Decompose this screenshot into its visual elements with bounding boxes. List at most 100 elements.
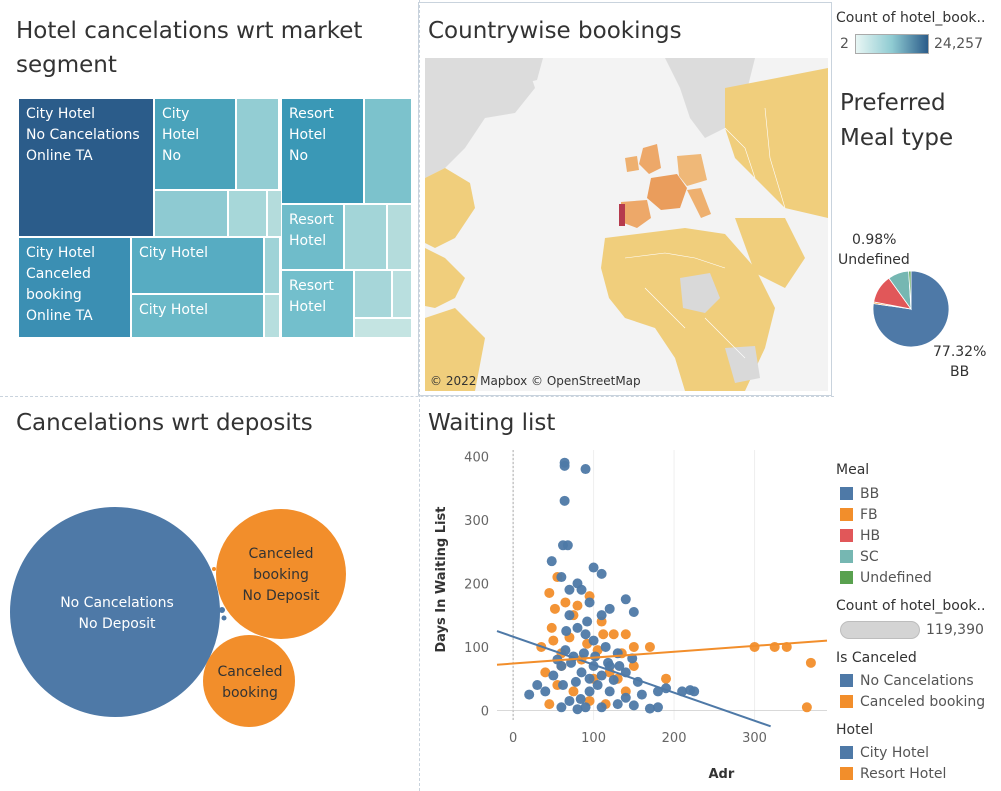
scatter-point: [590, 651, 601, 662]
deposit-bubble-chart: No Cancelations No Deposit Canceled book…: [10, 507, 346, 727]
treemap-cell[interactable]: Resort Hotel No: [281, 98, 364, 204]
legend-swatch: [840, 550, 853, 563]
france-land: [647, 174, 687, 210]
bubble-small: [221, 615, 227, 621]
scatter-point: [661, 673, 672, 684]
bubble-label: booking: [253, 567, 309, 583]
treemap-cell[interactable]: [354, 318, 412, 338]
treemap-cell[interactable]: City Hotel: [131, 294, 264, 338]
treemap-cell[interactable]: [387, 204, 412, 270]
scatter-point: [600, 641, 611, 652]
treemap-cell[interactable]: City Hotel Canceled booking Online TA: [18, 237, 131, 338]
pie-slice-undefined: [908, 270, 912, 310]
meal-legend-title: Meal: [836, 462, 870, 478]
portugal-land: [619, 204, 625, 226]
bubble-canceled-no-deposit[interactable]: [216, 509, 346, 639]
treemap-cell[interactable]: [344, 204, 387, 270]
north-america-land: [425, 58, 535, 178]
count-legend-size-bar: [840, 621, 920, 639]
scatter-point: [614, 661, 625, 671]
scatter-point: [580, 629, 591, 640]
scatter-point: [598, 629, 609, 640]
scatter-point: [628, 641, 639, 652]
meal-legend-item[interactable]: BB: [840, 484, 879, 504]
hotel-legend-item[interactable]: Resort Hotel: [840, 764, 946, 784]
map-legend-min: 2: [840, 36, 849, 52]
scatter-point: [544, 587, 555, 598]
bubble-label: No Deposit: [242, 588, 320, 604]
greenland-land: [513, 58, 543, 84]
central-america-land: [425, 248, 465, 308]
treemap-cell[interactable]: [264, 294, 280, 338]
scatter-point: [612, 699, 623, 710]
scatter-point: [576, 584, 587, 595]
scatter-point: [620, 692, 631, 703]
scatter-point: [588, 635, 599, 646]
meal-legend-item[interactable]: SC: [840, 547, 879, 567]
scandinavia-land: [665, 58, 755, 138]
hotel-legend-item[interactable]: City Hotel: [840, 743, 929, 763]
treemap-cell[interactable]: [228, 190, 267, 237]
meal-legend-item[interactable]: FB: [840, 505, 878, 525]
scatter-point: [561, 626, 572, 637]
legend-swatch: [840, 767, 853, 780]
scatter-point: [546, 622, 557, 633]
x-tick-label: 0: [509, 731, 517, 746]
meal-legend-item[interactable]: HB: [840, 526, 880, 546]
scatter-point: [540, 686, 551, 697]
scatter-point: [568, 686, 579, 697]
map-legend-gradient: [855, 34, 929, 54]
bubble-no-cancel-no-deposit[interactable]: [10, 507, 220, 717]
legend-label: FB: [860, 507, 878, 523]
scatter-point: [584, 686, 595, 697]
scatter-point: [549, 603, 560, 614]
scatter-point: [572, 622, 583, 633]
bubble-canceled-booking[interactable]: [203, 635, 295, 727]
is-canceled-legend-item[interactable]: No Cancelations: [840, 671, 974, 691]
africa-grey-region: [680, 273, 720, 313]
scatter-point: [749, 641, 760, 652]
treemap-cell[interactable]: [364, 98, 412, 204]
treemap-title: Hotel cancelations wrt market segment: [16, 18, 363, 78]
legend-label: City Hotel: [860, 745, 929, 761]
treemap-cell[interactable]: City Hotel No Cancelations Online TA: [18, 98, 154, 237]
y-tick-label: 100: [464, 641, 489, 656]
scatter-point: [548, 635, 559, 646]
legend-swatch: [840, 508, 853, 521]
legend-label: Undefined: [860, 570, 932, 586]
scatter-point: [801, 702, 812, 713]
scatter-point: [603, 657, 614, 668]
waiting-list-scatter[interactable]: 0 100 200 300 400 0 100 200 300 Adr Days In Waitin…: [425, 440, 835, 790]
treemap-cell[interactable]: City Hotel No: [154, 98, 236, 190]
meal-pie-chart[interactable]: [870, 268, 952, 350]
bubble-label: No Deposit: [78, 616, 156, 632]
scatter-point: [580, 702, 591, 713]
bubble-label: booking: [222, 685, 278, 701]
is-canceled-legend-item[interactable]: Canceled booking: [840, 692, 985, 712]
ireland-land: [625, 156, 639, 172]
scatter-point: [556, 661, 567, 671]
scatter-point: [628, 700, 639, 711]
scatter-point: [582, 616, 593, 627]
scatter-point: [524, 689, 535, 700]
scatter-point: [592, 680, 603, 691]
scatter-point: [546, 556, 557, 567]
meal-legend-item[interactable]: Undefined: [840, 568, 932, 588]
treemap-cell[interactable]: Resort Hotel: [281, 270, 354, 338]
treemap-cell[interactable]: [264, 237, 280, 294]
treemap-cell[interactable]: [392, 270, 412, 318]
scatter-point: [572, 600, 583, 611]
treemap-cell[interactable]: Resort Hotel: [281, 204, 344, 270]
country-map[interactable]: © 2022 Mapbox © OpenStreetMap: [425, 58, 828, 391]
north-america-highlight: [425, 168, 475, 248]
scatter-point: [604, 686, 615, 697]
legend-swatch: [840, 674, 853, 687]
treemap-cell[interactable]: [354, 270, 392, 318]
scatter-point: [608, 629, 619, 640]
treemap-cell[interactable]: [154, 190, 228, 237]
scatter-point: [628, 607, 639, 617]
treemap-cell[interactable]: City Hotel: [131, 237, 264, 294]
scatter-point: [596, 670, 607, 681]
is-canceled-legend-title: Is Canceled: [836, 650, 917, 666]
treemap-cell[interactable]: [236, 98, 279, 190]
